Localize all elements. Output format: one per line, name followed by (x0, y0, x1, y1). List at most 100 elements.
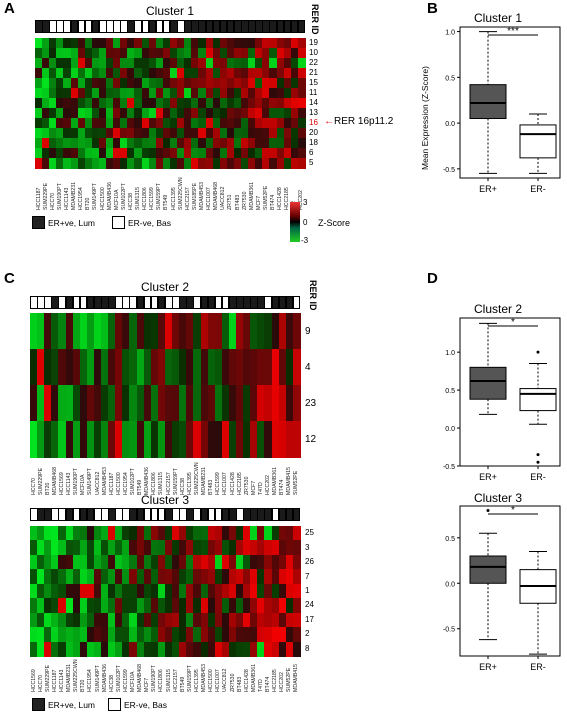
heatmap-cell (207, 627, 216, 643)
heatmap-cell (157, 554, 166, 570)
heatmap-cell (51, 526, 60, 542)
heatmap-cell (285, 421, 294, 458)
er-status-cell (292, 508, 301, 521)
legend-er-neg-c: ER-ve, Bas (108, 698, 167, 711)
column-label: HCC1954 (87, 669, 94, 692)
row-label: 4 (305, 362, 311, 373)
heatmap-cell (191, 38, 200, 49)
heatmap-cell (248, 58, 256, 69)
column-label: HCC1007 (222, 472, 229, 495)
heatmap-cell (101, 313, 109, 350)
column-label: HCC70 (37, 674, 44, 692)
heatmap-cell (162, 78, 171, 89)
heatmap-cell (276, 98, 285, 109)
heatmap-cell (113, 148, 121, 159)
heatmap-cell (42, 58, 50, 69)
heatmap-cell (285, 385, 294, 422)
heatmap-cell (257, 421, 266, 458)
heatmap-cell (191, 138, 200, 149)
column-label: BT474 (265, 676, 272, 692)
heatmap-cell (63, 48, 72, 59)
column-label: MDAMB453 (198, 182, 205, 210)
heatmap-cell (98, 48, 107, 59)
column-label: MDAMB468 (213, 182, 220, 210)
heatmap-cell (113, 68, 121, 79)
heatmap-cell (292, 421, 301, 458)
heatmap-cell (170, 88, 178, 99)
plot-frame (459, 317, 561, 467)
heatmap-cell (207, 583, 216, 599)
heatmap-cell (86, 598, 95, 614)
column-label: ZR7530 (229, 673, 236, 692)
row-label: 8 (305, 643, 310, 653)
heatmap-cell (264, 627, 273, 643)
heatmap-cell (200, 526, 209, 542)
heatmap-cell (250, 641, 258, 657)
heatmap-cell (191, 98, 200, 109)
heatmap-cell (30, 313, 38, 350)
heatmap-cell (276, 68, 285, 79)
heatmap-cell (269, 148, 278, 159)
heatmap-cell (257, 569, 266, 585)
heatmap-cell (248, 118, 256, 129)
column-label: SUM159PT (156, 183, 163, 210)
column-label: HCC1500 (99, 187, 106, 210)
row-label: 17 (305, 614, 314, 624)
heatmap-cell (290, 58, 299, 69)
heatmap-cell (212, 38, 221, 49)
row-label: 24 (305, 600, 314, 610)
heatmap-cell (148, 148, 157, 159)
heatmap-cell (236, 569, 244, 585)
heatmap-cell (219, 118, 228, 129)
heatmap-cell (236, 641, 244, 657)
heatmap-cell (70, 118, 79, 129)
heatmap-cell (248, 138, 256, 149)
heatmap-cell (221, 598, 230, 614)
heatmap-cell (63, 138, 72, 149)
heatmap-cell (297, 108, 306, 119)
heatmap-cell (106, 98, 114, 109)
heatmap-cell (226, 118, 235, 129)
column-label: MDAMB231 (66, 664, 73, 692)
heatmap-cell (162, 158, 171, 169)
heatmap-cell (115, 583, 123, 599)
heatmap-cell (113, 78, 121, 89)
x-tick-label: ER+ (479, 184, 497, 194)
heatmap-cell (49, 58, 57, 69)
heatmap-cell (198, 148, 207, 159)
heatmap-cell (283, 98, 292, 109)
heatmap-cell (72, 583, 81, 599)
heatmap-cell (42, 138, 50, 149)
heatmap-cell (150, 641, 159, 657)
heatmap-cell (35, 78, 43, 89)
heatmap-cell (115, 313, 123, 350)
heatmap-cell (243, 554, 251, 570)
heatmap-cell (264, 385, 273, 422)
heatmap-cell (228, 313, 237, 350)
heatmap-cell (207, 385, 216, 422)
heatmap-cell (193, 540, 202, 556)
heatmap-cell (250, 554, 258, 570)
heatmap-cell (212, 78, 221, 89)
zscore-colorbar (290, 202, 300, 242)
heatmap-cell (184, 148, 192, 159)
column-label: MDAMB361 (272, 467, 279, 495)
heatmap-cell (177, 118, 185, 129)
heatmap-cell (271, 421, 280, 458)
heatmap-cell (255, 158, 263, 169)
column-label: MDAMB415 (286, 467, 293, 495)
heatmap-cell (42, 108, 50, 119)
heatmap-cell (122, 421, 131, 458)
heatmap-cell (283, 58, 292, 69)
heatmap-cell (120, 108, 128, 119)
boxplot-cluster1: 1.0 0.5 0.0 -0.5 ER+ ER- *** (443, 26, 561, 194)
heatmap-cell (51, 349, 60, 386)
heatmap-cell (42, 48, 50, 59)
column-label: SUM52PE (286, 667, 293, 692)
heatmap-cell (106, 118, 114, 129)
heatmap-cell (285, 612, 294, 628)
heatmap-cell (278, 641, 287, 657)
heatmap-cell (56, 158, 65, 169)
box-body (519, 124, 557, 159)
heatmap-cell (106, 88, 114, 99)
